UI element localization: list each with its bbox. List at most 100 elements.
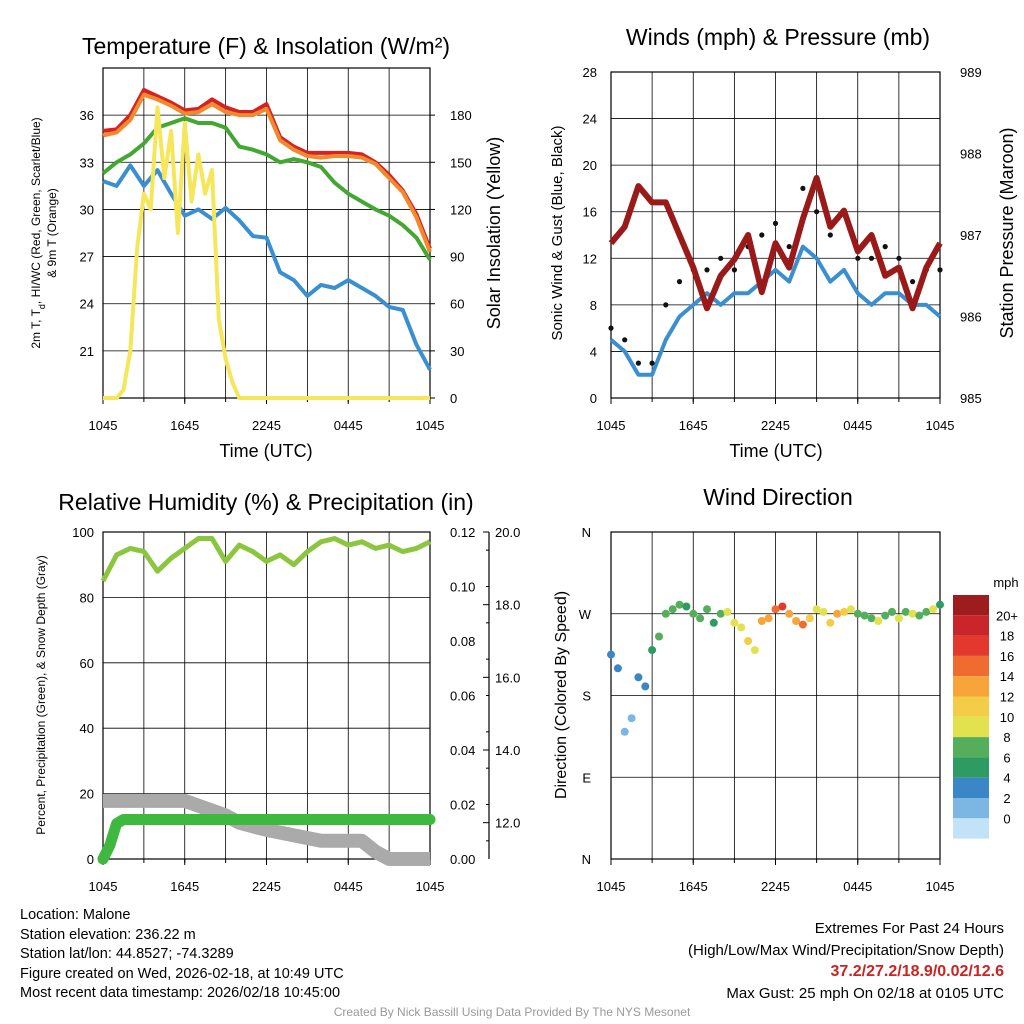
y2-tick-label: 60 bbox=[450, 297, 464, 312]
y2-tick-label: 988 bbox=[960, 147, 982, 162]
direction-tick-label: N bbox=[582, 525, 591, 540]
legend-swatch bbox=[953, 615, 989, 636]
legend-swatch bbox=[953, 635, 989, 656]
gust-point bbox=[608, 325, 614, 331]
legend-label: 16 bbox=[1000, 649, 1014, 664]
wind-direction-point bbox=[915, 611, 924, 620]
wind-direction-point bbox=[668, 605, 677, 614]
wind-direction-point bbox=[853, 609, 862, 618]
speed-legend: mph 20+ 18 16 14 12 10 8 6 4 2 0 bbox=[953, 575, 1019, 839]
y-tick-label: 60 bbox=[80, 656, 94, 671]
y-tick-label: 36 bbox=[80, 108, 94, 123]
pressure-y-axis-label: Station Pressure (Maroon) bbox=[997, 127, 1017, 338]
legend-label: 4 bbox=[1003, 771, 1010, 786]
gust-point bbox=[855, 255, 861, 261]
legend-swatch bbox=[953, 777, 989, 798]
gust-point bbox=[635, 360, 642, 366]
legend-swatch bbox=[953, 676, 989, 697]
gust-point bbox=[896, 255, 902, 261]
wind-direction-point bbox=[840, 607, 848, 616]
gust-point bbox=[827, 232, 833, 238]
y-tick-label: 80 bbox=[80, 590, 94, 605]
wind-direction-point bbox=[819, 607, 828, 616]
direction-tick-label: W bbox=[579, 607, 592, 622]
panel-1-axes bbox=[102, 67, 431, 399]
legend-label: 6 bbox=[1003, 750, 1010, 765]
x-tick-label: 2245 bbox=[252, 879, 281, 894]
gust-point bbox=[718, 255, 724, 261]
wind-direction-point bbox=[901, 607, 910, 616]
y2-tick-label: 987 bbox=[960, 228, 982, 243]
y2-tick-label: 0.04 bbox=[450, 743, 475, 758]
direction-tick-label: N bbox=[582, 852, 591, 867]
x-tick-label: 0445 bbox=[843, 879, 872, 894]
panel-4-axes bbox=[610, 531, 941, 860]
wind-direction-point bbox=[655, 632, 663, 641]
y2-tick-label: 986 bbox=[960, 310, 982, 325]
wind-direction-point bbox=[737, 623, 746, 632]
y2-tick-label: 0.08 bbox=[450, 634, 475, 649]
winds-y-axis-label: Sonic Wind & Gust (Blue, Black) bbox=[549, 125, 566, 340]
y2-tick-label: 0.02 bbox=[450, 798, 475, 813]
wind-direction-point bbox=[764, 614, 773, 623]
extremes-title: Extremes For Past 24 Hours bbox=[814, 920, 1004, 937]
legend-label: 2 bbox=[1003, 791, 1010, 806]
wind-direction-point bbox=[798, 620, 807, 629]
x-tick-label: 1045 bbox=[416, 879, 445, 894]
wind-direction-point bbox=[812, 605, 821, 614]
wind-direction-point bbox=[750, 646, 759, 655]
y3-tick-label: 12.0 bbox=[495, 816, 520, 831]
wind-direction-point bbox=[785, 609, 794, 618]
wind-direction-point bbox=[881, 611, 890, 620]
wind-direction-point bbox=[860, 611, 869, 620]
gust-point bbox=[622, 337, 628, 343]
legend-label: 14 bbox=[1000, 669, 1014, 684]
y2-tick-label: 0.10 bbox=[450, 580, 475, 595]
wind-direction-point bbox=[675, 600, 684, 609]
y2-tick-label: 180 bbox=[450, 108, 472, 123]
latlon-text: Station lat/lon: 44.8527; -74.3289 bbox=[20, 946, 234, 962]
legend-swatch bbox=[953, 757, 989, 778]
y3-tick-label: 20.0 bbox=[495, 525, 520, 540]
gust-point bbox=[882, 244, 888, 250]
series-line-9m-temperature bbox=[102, 92, 432, 253]
legend-swatch bbox=[953, 818, 989, 839]
wind-direction-point bbox=[661, 609, 670, 618]
y2-tick-label: 989 bbox=[960, 65, 982, 80]
y-tick-label: 0 bbox=[87, 852, 94, 867]
wind-direction-point bbox=[703, 605, 711, 614]
x-tick-label: 2245 bbox=[252, 418, 281, 433]
wind-direction-point bbox=[641, 682, 650, 691]
x-tick-label: 2245 bbox=[761, 418, 790, 433]
gust-point bbox=[800, 185, 806, 191]
x-tick-label: 1045 bbox=[597, 418, 626, 433]
wind-direction-point bbox=[846, 605, 855, 614]
direction-tick-label: S bbox=[582, 689, 591, 704]
x-tick-label: 1045 bbox=[416, 418, 445, 433]
wind-direction-point bbox=[936, 600, 944, 609]
gust-point bbox=[704, 267, 710, 273]
extremes-box: Extremes For Past 24 Hours (High/Low/Max… bbox=[688, 918, 1004, 1004]
y3-tick-label: 18.0 bbox=[495, 598, 520, 613]
y-tick-label: 12 bbox=[583, 251, 597, 266]
legend-label: 20+ bbox=[996, 608, 1018, 623]
wind-direction-point bbox=[757, 617, 766, 625]
wind-direction-point bbox=[894, 614, 903, 623]
legend-swatch bbox=[953, 696, 989, 717]
legend-swatch bbox=[953, 655, 989, 677]
wind-direction-point bbox=[867, 614, 876, 623]
legend-swatch bbox=[953, 737, 989, 758]
legend-label: 0 bbox=[1003, 811, 1010, 826]
y-tick-label: 100 bbox=[72, 525, 94, 540]
y2-tick-label: 30 bbox=[450, 344, 464, 359]
recent-text: Most recent data timestamp: 2026/02/18 1… bbox=[20, 985, 341, 1001]
gust-point bbox=[663, 302, 669, 308]
wind-direction-point bbox=[620, 727, 629, 736]
location-text: Location: Malone bbox=[20, 907, 131, 923]
series-line-solar-insolation bbox=[103, 105, 430, 400]
series-line-station-pressure bbox=[608, 174, 943, 312]
gust-point bbox=[759, 232, 765, 238]
x-tick-label: 1045 bbox=[926, 879, 955, 894]
y-tick-label: 33 bbox=[80, 155, 94, 170]
